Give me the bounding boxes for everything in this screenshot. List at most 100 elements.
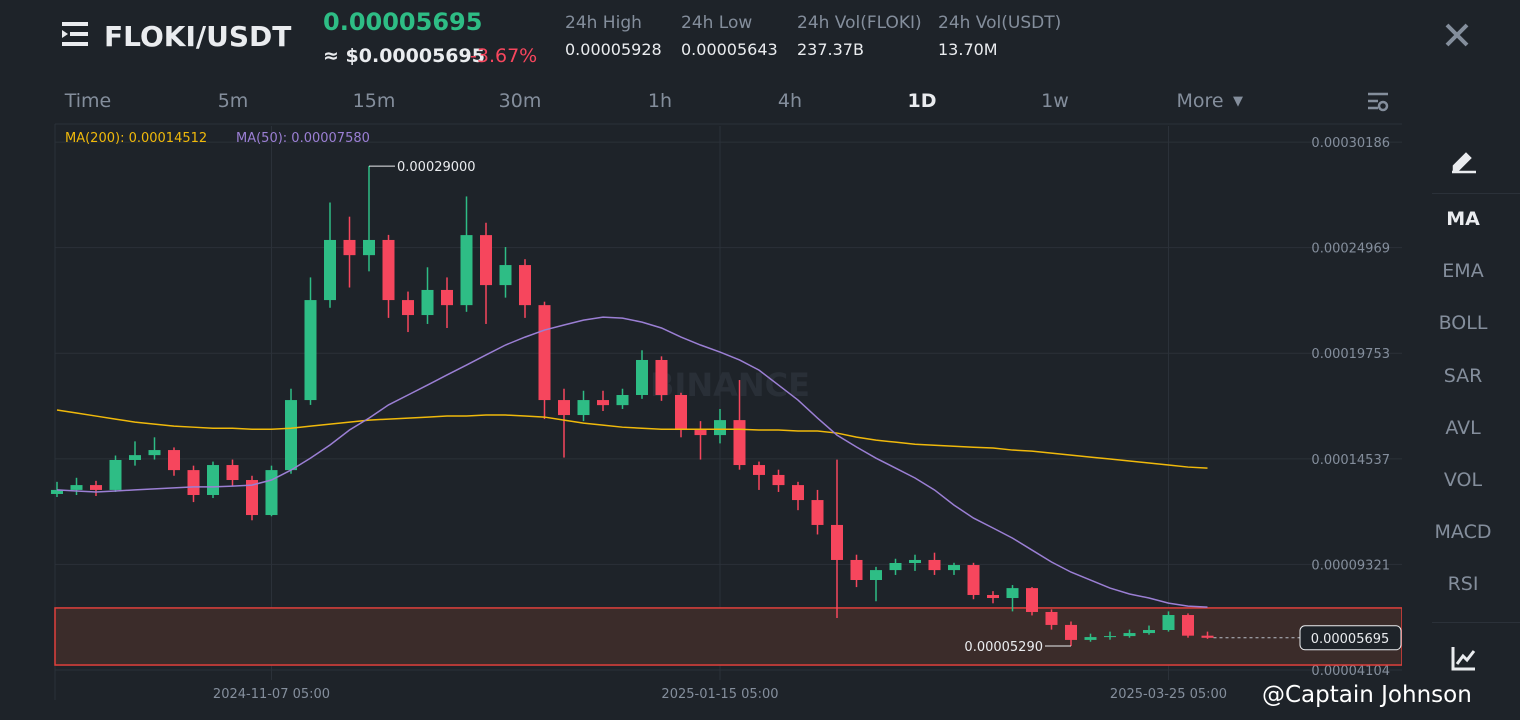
candle-body xyxy=(499,265,512,286)
candle-body xyxy=(187,470,200,495)
candle-body xyxy=(1084,637,1097,640)
annotation-label: 0.00029000 xyxy=(397,160,476,175)
candle-body xyxy=(831,524,843,560)
stat-label: 24h High xyxy=(565,13,642,33)
candle-body xyxy=(889,563,902,571)
candle-body xyxy=(519,265,531,306)
candle-body xyxy=(129,455,141,460)
candle-body xyxy=(1026,588,1038,612)
y-tick-label: 0.00019753 xyxy=(1311,347,1390,362)
interval-tab[interactable]: More xyxy=(1176,90,1224,112)
ma-line xyxy=(56,316,1208,608)
candle-body xyxy=(792,485,804,501)
candle-body xyxy=(850,559,863,581)
candle-body xyxy=(1182,615,1194,636)
candle-body xyxy=(168,450,180,471)
stat-label: 24h Vol(FLOKI) xyxy=(797,13,922,33)
stat-value: 0.00005643 xyxy=(681,40,778,59)
indicator-item[interactable]: SAR xyxy=(1443,364,1483,387)
divider xyxy=(1432,193,1520,194)
candle-body xyxy=(987,594,999,599)
indicator-item[interactable]: BOLL xyxy=(1438,312,1488,335)
candle-body xyxy=(148,450,161,456)
candle-body xyxy=(616,395,629,406)
candle-body xyxy=(90,485,102,490)
candle-body xyxy=(70,485,83,490)
candle-body xyxy=(1162,615,1175,631)
y-tick-label: 0.00009321 xyxy=(1311,558,1390,573)
candle-body xyxy=(558,400,570,416)
candle-body xyxy=(967,565,980,595)
credit: @Captain Johnson xyxy=(1262,682,1472,708)
candle-body xyxy=(1123,633,1136,637)
candle-body xyxy=(909,559,921,564)
dropdown-arrow[interactable]: ▼ xyxy=(1233,94,1243,109)
chart-icon[interactable] xyxy=(1450,644,1478,672)
interval-tab[interactable]: 1h xyxy=(647,90,673,112)
candle-body xyxy=(636,359,648,396)
interval-tab[interactable]: 30m xyxy=(498,90,542,112)
candle-body xyxy=(1045,611,1058,625)
price-change: -3.67% xyxy=(470,45,538,67)
y-tick-label: 0.00024969 xyxy=(1311,242,1390,257)
candle-body xyxy=(265,470,278,516)
candle-body xyxy=(343,239,356,256)
candle-body xyxy=(480,235,492,286)
indicator-item[interactable]: MACD xyxy=(1434,521,1492,544)
indicator-item[interactable]: RSI xyxy=(1447,573,1479,596)
interval-tab[interactable]: 1w xyxy=(1041,90,1069,112)
candle-body xyxy=(109,459,122,490)
indicator-item[interactable]: EMA xyxy=(1442,260,1484,283)
x-tick-label: 2024-11-07 05:00 xyxy=(213,687,330,702)
indicator-item[interactable]: MA xyxy=(1446,208,1480,230)
draw-icon[interactable] xyxy=(1450,146,1478,174)
interval-tab[interactable]: 4h xyxy=(777,90,803,112)
last-price: 0.00005695 xyxy=(323,8,483,36)
candle-body xyxy=(597,400,609,406)
candle-body xyxy=(733,420,746,466)
candle-body xyxy=(655,359,668,396)
stat-value: 13.70M xyxy=(938,40,998,59)
divider xyxy=(1432,622,1520,623)
usd-price: ≈ $0.00005695 xyxy=(323,45,485,67)
candle-body xyxy=(441,289,453,306)
stat-value: 237.37B xyxy=(797,40,864,59)
candle-body xyxy=(811,500,824,525)
y-tick-label: 0.00004104 xyxy=(1311,664,1390,679)
stat-label: 24h Vol(USDT) xyxy=(938,13,1062,33)
indicator-item[interactable]: VOL xyxy=(1443,469,1483,491)
last-price-label: 0.00005695 xyxy=(1311,632,1390,647)
symbol[interactable]: FLOKI/USDT xyxy=(104,20,292,53)
x-tick-label: 2025-03-25 05:00 xyxy=(1110,687,1227,702)
settings-icon[interactable] xyxy=(1366,90,1390,114)
stat-value: 0.00005928 xyxy=(565,40,662,59)
legend-entry: MA(50): 0.00007580 xyxy=(236,131,370,146)
candle-body xyxy=(577,400,590,416)
interval-tab[interactable]: 1D xyxy=(907,90,937,112)
candle-body xyxy=(870,570,882,581)
candle-body xyxy=(714,420,726,436)
last-price-tag xyxy=(1299,625,1402,651)
candle-body xyxy=(421,289,434,316)
candle-body xyxy=(948,565,960,571)
indicator-item[interactable]: AVL xyxy=(1445,416,1481,439)
candle-body xyxy=(363,239,375,256)
legend-entry: MA(200): 0.00014512 xyxy=(65,131,207,146)
interval-tab[interactable]: 15m xyxy=(352,90,396,112)
candle-body xyxy=(51,489,63,494)
candle-body xyxy=(928,559,941,571)
y-tick-label: 0.00014537 xyxy=(1311,453,1390,468)
candle-body xyxy=(304,300,317,401)
menu-icon[interactable] xyxy=(60,20,92,50)
candle-body xyxy=(1143,630,1155,634)
close-button[interactable] xyxy=(1444,22,1470,48)
candle-body xyxy=(1006,588,1019,599)
candle-body xyxy=(694,430,707,436)
y-tick-label: 0.00030186 xyxy=(1311,136,1390,151)
candle-body xyxy=(460,235,473,306)
candle-body xyxy=(1104,636,1116,638)
candle-body xyxy=(285,400,297,471)
interval-tab[interactable]: 5m xyxy=(217,90,249,112)
interval-tab[interactable]: Time xyxy=(64,90,112,112)
